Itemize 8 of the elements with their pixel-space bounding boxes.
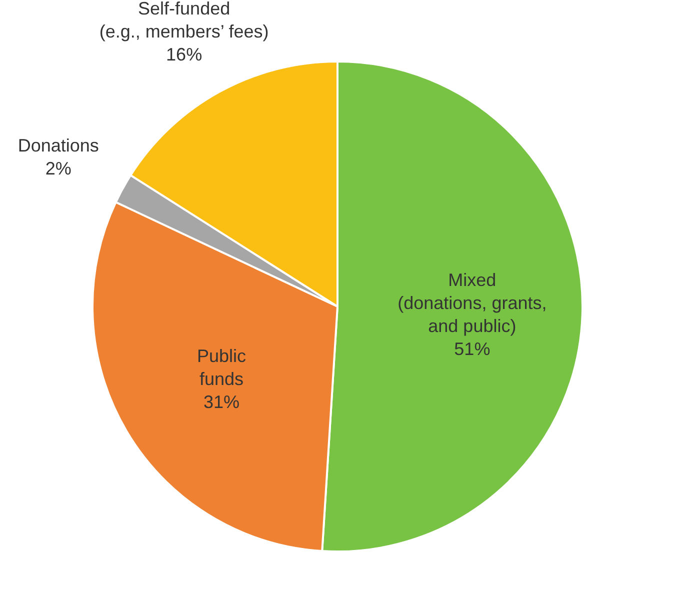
data-label: 2% <box>45 158 72 179</box>
data-label: 51% <box>454 339 490 360</box>
slice-label: Donations <box>18 136 99 156</box>
slice-label: Self-funded (e.g., members’ fees) <box>99 0 269 42</box>
data-label: 31% <box>204 392 240 412</box>
slice-label: Public funds <box>197 346 246 390</box>
slice-label: Mixed (donations, grants, and public) <box>398 270 547 336</box>
data-label: 16% <box>166 44 202 64</box>
